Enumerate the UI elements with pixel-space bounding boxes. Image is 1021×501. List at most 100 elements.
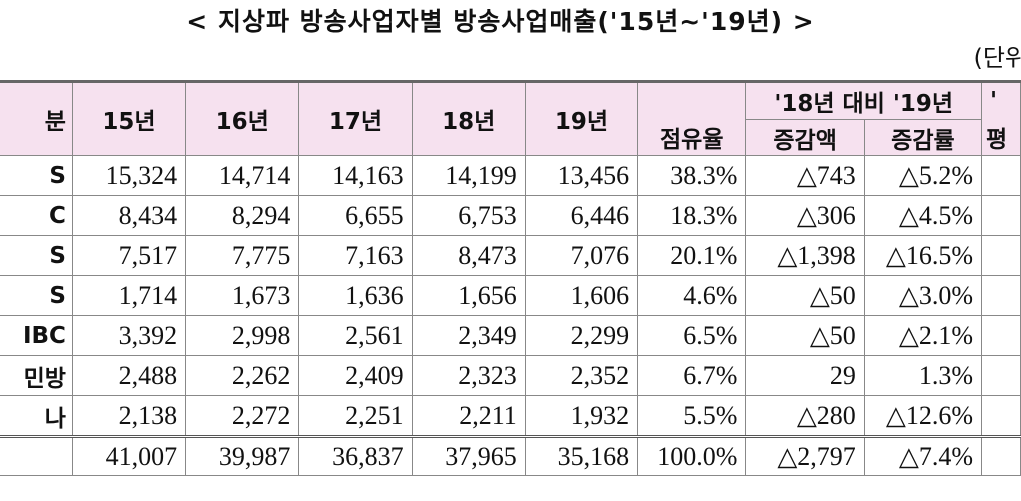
cell-change-rate: 1.3% xyxy=(863,355,983,396)
cell-extra xyxy=(981,275,1021,316)
cell-value: 14,163 xyxy=(298,155,413,196)
page-title: < 지상파 방송사업자별 방송사업매출('15년~'19년) > xyxy=(186,7,815,36)
total-share: 100.0% xyxy=(637,435,747,476)
table-row: S 7,517 7,775 7,163 8,473 7,076 20.1% △1… xyxy=(0,235,1021,276)
row-name: S xyxy=(0,275,73,316)
total-row: 41,007 39,987 36,837 37,965 35,168 100.0… xyxy=(0,435,1021,476)
cell-value: 2,488 xyxy=(71,355,187,396)
cell-value: 1,673 xyxy=(185,275,300,316)
row-name: S xyxy=(0,235,73,276)
cell-extra xyxy=(981,195,1021,236)
cell-change-amount: △50 xyxy=(745,275,865,316)
cell-value: 14,714 xyxy=(185,155,300,196)
cell-value: 1,636 xyxy=(298,275,413,316)
cell-change-amount: △306 xyxy=(745,195,865,236)
cell-value: 2,349 xyxy=(411,315,526,356)
cell-extra xyxy=(981,155,1021,196)
header-change-amount: 증감액 xyxy=(745,119,865,156)
cell-extra xyxy=(981,395,1021,437)
cell-change-amount: 29 xyxy=(745,355,865,396)
cell-value: 1,656 xyxy=(411,275,526,316)
total-extra xyxy=(981,435,1021,476)
header-year-18: 18년 xyxy=(411,80,526,156)
revenue-table: 분 15년 16년 17년 18년 19년 '18년 대비 '19년 ' 점유율… xyxy=(0,79,1021,476)
cell-extra xyxy=(981,355,1021,396)
cell-value: 8,473 xyxy=(411,235,526,276)
cell-value: 15,324 xyxy=(71,155,187,196)
header-year-19: 19년 xyxy=(524,80,639,156)
header-share-top xyxy=(637,79,747,120)
header-year-15: 15년 xyxy=(71,80,187,156)
cell-value: 2,409 xyxy=(298,355,413,396)
cell-value: 7,775 xyxy=(185,235,300,276)
row-name: C xyxy=(0,195,73,236)
cell-value: 2,138 xyxy=(71,395,187,437)
header-extra-bottom: 평 xyxy=(981,119,1021,156)
cell-change-rate: △4.5% xyxy=(863,195,983,236)
header-change-rate: 증감률 xyxy=(863,119,983,156)
cell-share: 18.3% xyxy=(637,195,747,236)
cell-change-amount: △1,398 xyxy=(745,235,865,276)
cell-value: 2,352 xyxy=(524,355,639,396)
header-share: 점유율 xyxy=(637,119,747,156)
cell-value: 1,714 xyxy=(71,275,187,316)
cell-change-amount: △50 xyxy=(745,315,865,356)
table-row: IBC 3,392 2,998 2,561 2,349 2,299 6.5% △… xyxy=(0,315,1021,356)
header-compare-group: '18년 대비 '19년 xyxy=(745,79,983,121)
cell-share: 6.5% xyxy=(637,315,747,356)
cell-extra xyxy=(981,315,1021,356)
cell-value: 2,211 xyxy=(411,395,526,437)
total-value: 37,965 xyxy=(411,435,526,476)
total-change-amount: △2,797 xyxy=(745,435,865,476)
cell-value: 1,932 xyxy=(524,395,639,437)
header-year-16: 16년 xyxy=(185,80,300,156)
cell-change-rate: △2.1% xyxy=(863,315,983,356)
table-row: 민방 2,488 2,262 2,409 2,323 2,352 6.7% 29… xyxy=(0,355,1021,396)
cell-value: 7,163 xyxy=(298,235,413,276)
header-year-17: 17년 xyxy=(298,80,413,156)
row-name: 나 xyxy=(0,395,73,437)
table-row: S 15,324 14,714 14,163 14,199 13,456 38.… xyxy=(0,155,1021,196)
cell-share: 38.3% xyxy=(637,155,747,196)
total-value: 41,007 xyxy=(71,435,187,476)
cell-change-rate: △5.2% xyxy=(863,155,983,196)
cell-extra xyxy=(981,235,1021,276)
total-change-rate: △7.4% xyxy=(863,435,983,476)
cell-value: 6,655 xyxy=(298,195,413,236)
total-value: 35,168 xyxy=(524,435,639,476)
cell-value: 3,392 xyxy=(71,315,187,356)
row-name: IBC xyxy=(0,315,73,356)
cell-value: 8,434 xyxy=(71,195,187,236)
cell-share: 4.6% xyxy=(637,275,747,316)
cell-value: 2,272 xyxy=(185,395,300,437)
table-row: 나 2,138 2,272 2,251 2,211 1,932 5.5% △28… xyxy=(0,395,1021,437)
total-value: 36,837 xyxy=(298,435,413,476)
cell-change-amount: △743 xyxy=(745,155,865,196)
row-name: S xyxy=(0,155,73,196)
table-row: C 8,434 8,294 6,655 6,753 6,446 18.3% △3… xyxy=(0,195,1021,236)
header-extra-top: ' xyxy=(981,79,1021,120)
cell-change-rate: △16.5% xyxy=(863,235,983,276)
cell-share: 20.1% xyxy=(637,235,747,276)
cell-value: 7,517 xyxy=(71,235,187,276)
cell-change-rate: △3.0% xyxy=(863,275,983,316)
cell-value: 6,446 xyxy=(524,195,639,236)
cell-value: 2,323 xyxy=(411,355,526,396)
header-category: 분 xyxy=(0,80,73,156)
cell-value: 13,456 xyxy=(524,155,639,196)
cell-share: 5.5% xyxy=(637,395,747,437)
unit-label: (단위 xyxy=(973,44,1021,72)
cell-value: 2,561 xyxy=(298,315,413,356)
revenue-table-wrapper: 분 15년 16년 17년 18년 19년 '18년 대비 '19년 ' 점유율… xyxy=(0,79,1021,476)
cell-share: 6.7% xyxy=(637,355,747,396)
cell-value: 14,199 xyxy=(411,155,526,196)
table-row: S 1,714 1,673 1,636 1,656 1,606 4.6% △50… xyxy=(0,275,1021,316)
cell-value: 2,998 xyxy=(185,315,300,356)
cell-value: 2,299 xyxy=(524,315,639,356)
cell-change-rate: △12.6% xyxy=(863,395,983,437)
cell-value: 1,606 xyxy=(524,275,639,316)
cell-value: 6,753 xyxy=(411,195,526,236)
cell-value: 2,262 xyxy=(185,355,300,396)
row-name: 민방 xyxy=(0,355,73,396)
cell-change-amount: △280 xyxy=(745,395,865,437)
